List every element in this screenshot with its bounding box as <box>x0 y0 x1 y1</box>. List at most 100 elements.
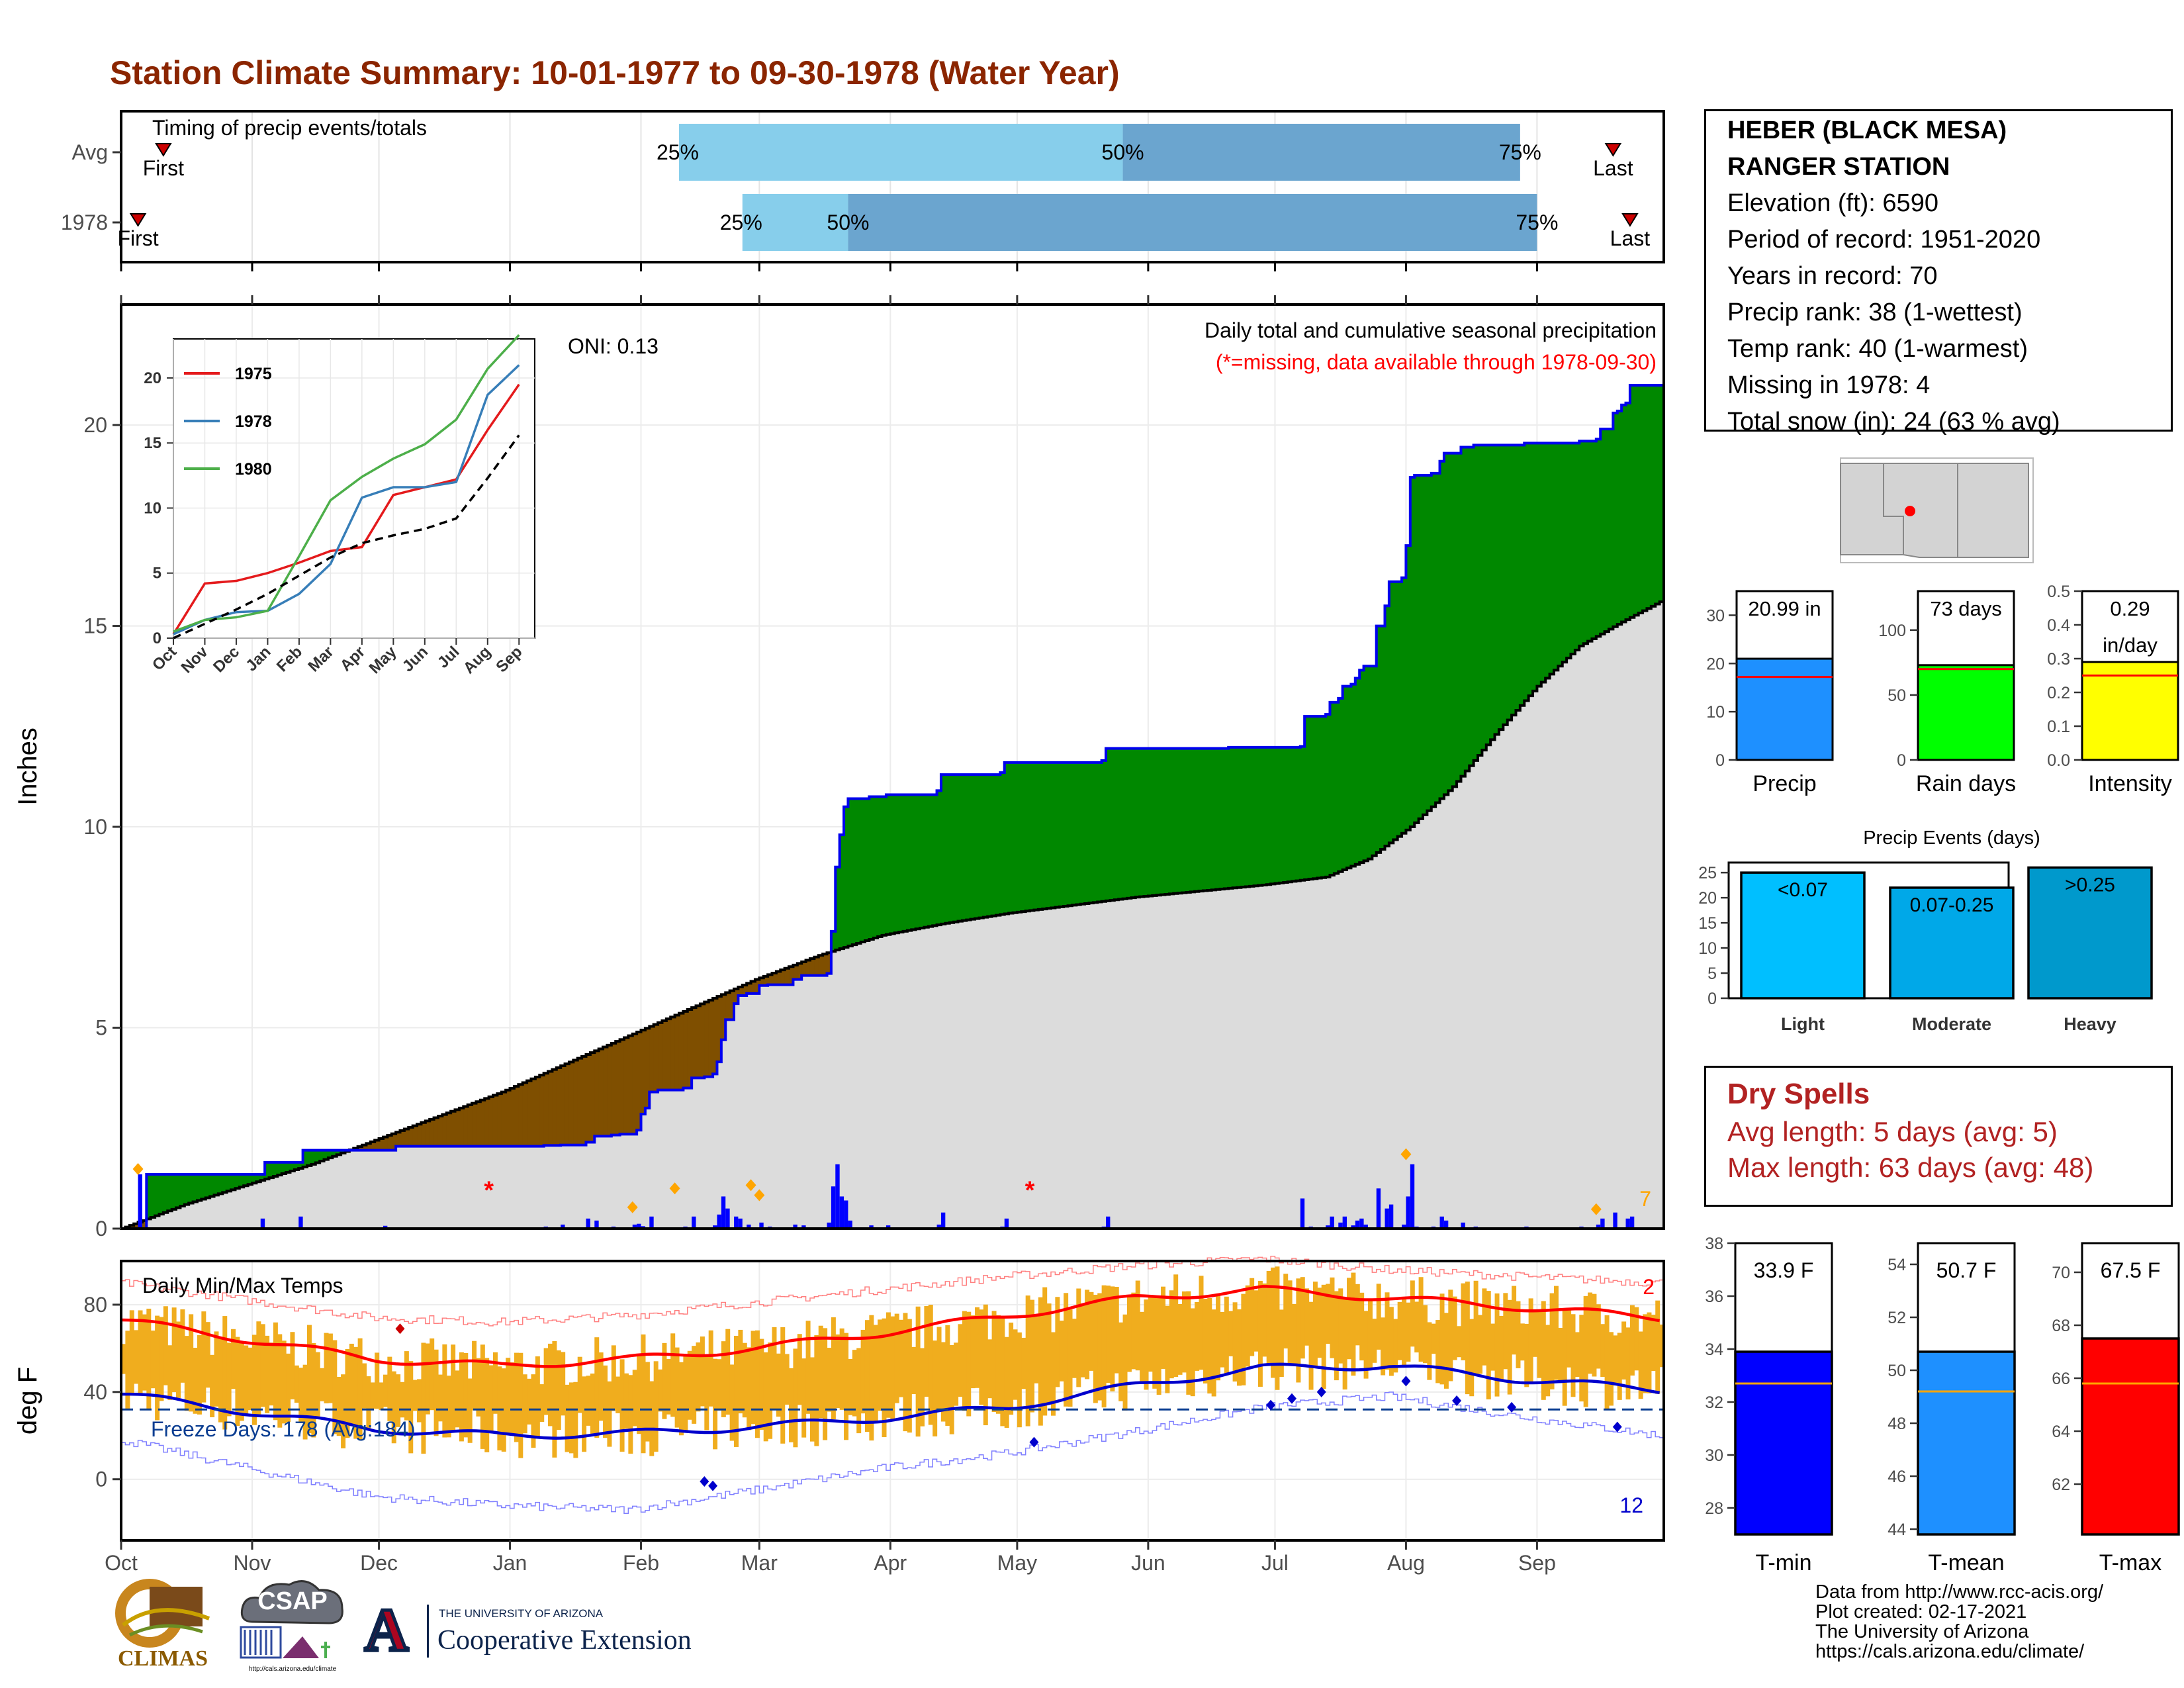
above-normal-fill <box>1025 762 1030 912</box>
above-normal-fill <box>1537 443 1542 686</box>
temps-lines <box>120 1256 1664 1515</box>
daily-temp-bar <box>1292 1303 1297 1366</box>
daily-temp-bar <box>1055 1297 1060 1387</box>
above-normal-fill <box>171 1174 177 1209</box>
above-normal-fill <box>159 1174 164 1215</box>
below-normal-fill <box>506 1090 511 1147</box>
above-normal-fill <box>1253 747 1259 886</box>
below-normal-fill <box>396 1132 401 1147</box>
daily-temp-bar <box>789 1368 794 1442</box>
daily-temp-bar <box>1131 1292 1136 1370</box>
daily-temp-bar <box>1338 1288 1343 1364</box>
below-normal-fill <box>142 1220 147 1229</box>
above-normal-fill <box>320 1150 325 1162</box>
daily-precip-bar <box>936 1224 941 1229</box>
daily-temp-bar <box>991 1311 997 1413</box>
daily-temp-bar <box>433 1349 439 1436</box>
below-normal-fill <box>590 1053 595 1143</box>
daily-temp-bar <box>222 1316 228 1430</box>
month-tick-label: May <box>997 1551 1037 1575</box>
above-normal-fill <box>1017 762 1022 912</box>
daily-temp-bar <box>954 1342 959 1406</box>
daily-temp-bar <box>1393 1319 1398 1373</box>
below-normal-fill <box>747 983 752 994</box>
below-normal-fill <box>455 1109 460 1147</box>
annual-value-bar <box>1917 664 2015 761</box>
events-y-tick-label: 15 <box>1698 914 1717 933</box>
daily-temp-bar <box>678 1362 684 1436</box>
daily-temp-bar <box>1195 1301 1200 1371</box>
precip-y-tick-label: 15 <box>83 614 107 638</box>
daily-temp-bar <box>1156 1296 1161 1395</box>
daily-temp-bar <box>442 1344 447 1438</box>
daily-precip-bar <box>734 1216 739 1229</box>
below-normal-fill <box>556 1067 561 1146</box>
above-normal-fill <box>336 1150 341 1155</box>
daily-temp-bar <box>662 1342 667 1419</box>
daily-temp-bar <box>163 1306 168 1385</box>
normal-min-line <box>121 1362 1660 1440</box>
csap-logo: CSAP http://cals.arizona.edu/climate <box>233 1575 352 1681</box>
daily-temp-bar <box>848 1358 853 1415</box>
above-normal-fill <box>1321 716 1326 878</box>
daily-temp-bar <box>894 1313 899 1403</box>
daily-temp-bar <box>1498 1315 1504 1382</box>
above-normal-fill <box>226 1174 232 1192</box>
above-normal-fill <box>962 774 967 921</box>
daily-temp-bar <box>1262 1283 1267 1357</box>
below-normal-fill <box>713 998 718 1074</box>
daily-temp-bar <box>277 1334 283 1428</box>
daily-temp-bar <box>1304 1288 1310 1346</box>
below-normal-fill <box>552 1069 557 1146</box>
daily-temp-bar <box>793 1348 798 1448</box>
above-normal-fill <box>1482 445 1487 751</box>
station-precip-rank: Precip rank: 38 (1-wettest) <box>1727 299 2023 326</box>
daily-temp-bar <box>1537 1311 1542 1378</box>
daily-temp-bar <box>615 1376 621 1413</box>
daily-temp-bar <box>1524 1323 1529 1387</box>
precip-y-label: Inches <box>13 727 42 806</box>
above-normal-fill <box>970 774 976 919</box>
below-normal-fill <box>467 1105 473 1147</box>
daily-temp-bar <box>129 1310 134 1394</box>
daily-precip-bar <box>725 1208 730 1229</box>
above-normal-fill <box>1643 385 1648 611</box>
events-y-tick-label: 5 <box>1707 964 1717 983</box>
daily-precip-bar <box>747 1224 751 1229</box>
daily-temp-bar <box>353 1346 359 1439</box>
tsum-y-tick-label: 68 <box>2052 1317 2070 1335</box>
above-normal-fill <box>894 794 899 933</box>
below-normal-fill <box>535 1076 540 1147</box>
inset-x-tick-label: Aug <box>460 643 494 677</box>
tsum-y-tick-label: 32 <box>1705 1393 1723 1412</box>
observed-cumulative-line <box>121 383 1664 1230</box>
daily-temp-bar <box>1439 1293 1445 1385</box>
daily-temp-bar <box>189 1314 194 1412</box>
precip-events-chart: Precip Events (days) 0 5 10 15 20 25 <0.07 Ligh… <box>1698 827 2153 1034</box>
annual-y-tick-label: 100 <box>1878 622 1906 640</box>
above-normal-fill <box>1452 453 1457 787</box>
daily-temp-bar <box>1359 1292 1365 1361</box>
below-normal-fill <box>437 1116 443 1147</box>
daily-temp-bar <box>1596 1304 1601 1369</box>
daily-temp-bar <box>1207 1297 1212 1394</box>
events-bar <box>2027 866 2153 1000</box>
daily-temp-bar <box>1512 1286 1517 1355</box>
daily-temp-bar <box>1516 1301 1521 1368</box>
events-bar-label: >0.25 <box>2065 874 2115 896</box>
above-normal-fill <box>1144 748 1149 897</box>
timing-title: Timing of precip events/totals <box>152 116 427 140</box>
below-normal-fill <box>425 1121 430 1147</box>
above-normal-fill <box>176 1174 181 1208</box>
daily-temp-bar <box>1406 1302 1411 1362</box>
daily-temp-bar <box>1381 1317 1386 1376</box>
daily-temp-bar <box>134 1330 139 1384</box>
daily-temp-bar <box>1093 1294 1098 1403</box>
daily-temp-bar <box>962 1311 967 1411</box>
daily-temp-bar <box>949 1345 954 1434</box>
daily-temp-bar <box>860 1329 866 1414</box>
below-normal-fill <box>708 1000 713 1077</box>
station-temp-rank: Temp rank: 40 (1-warmest) <box>1727 335 2028 363</box>
extreme-precip-marker <box>132 1163 144 1176</box>
above-normal-fill <box>954 774 959 922</box>
